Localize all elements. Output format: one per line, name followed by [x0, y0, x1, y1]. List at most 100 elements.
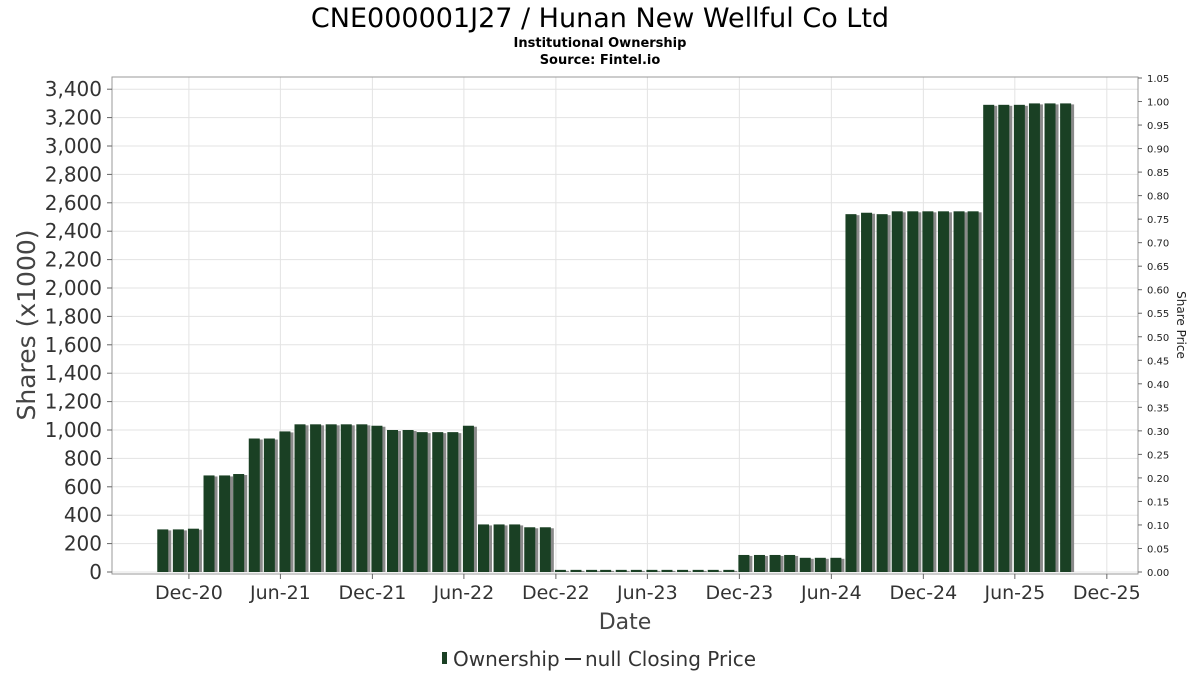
bar [600, 569, 612, 572]
x-tick-label: Dec-20 [155, 582, 223, 604]
bar [402, 430, 414, 572]
bar [1013, 104, 1025, 572]
grid-lines [112, 77, 1138, 574]
y-tick-label: 600 [64, 475, 102, 499]
y-tick-label: 1,600 [45, 333, 102, 357]
bar [371, 425, 383, 572]
y2-tick-label: 0.10 [1147, 521, 1169, 532]
bar [387, 430, 399, 572]
legend-swatch-ownership [442, 652, 447, 664]
bar [907, 211, 919, 572]
y2-axis-ticks: 0.00 0.05 0.10 0.15 0.20 0.25 0.30 0.35 0.40 0.45… [1138, 74, 1169, 579]
plot-area-border [111, 76, 1139, 575]
bar [937, 211, 949, 572]
bar [983, 104, 995, 572]
y2-tick-label: 0.45 [1147, 356, 1169, 367]
legend-label-price: null Closing Price [585, 647, 756, 671]
bar [477, 524, 489, 572]
y-tick-label: 200 [64, 532, 102, 556]
bar [325, 424, 337, 572]
bar [539, 527, 551, 572]
bar [310, 424, 322, 572]
bar [187, 528, 199, 572]
y2-tick-label: 0.15 [1147, 497, 1169, 508]
y2-tick-label: 0.70 [1147, 239, 1169, 250]
x-tick-label: Dec-24 [889, 582, 957, 604]
y-tick-label: 3,400 [45, 77, 102, 101]
y2-tick-label: 0.90 [1147, 145, 1169, 156]
y2-tick-label: 0.60 [1147, 286, 1169, 297]
bar [416, 432, 428, 572]
bar [630, 569, 642, 572]
bar [799, 557, 811, 572]
bar [784, 554, 796, 572]
bar [861, 212, 873, 573]
bar [967, 211, 979, 572]
y2-tick-label: 0.05 [1147, 544, 1169, 555]
chart-subtitle-ownership: Institutional Ownership [514, 36, 687, 51]
bar [1060, 103, 1072, 573]
bar [814, 557, 826, 572]
y-axis-label: Shares (x1000) [12, 229, 41, 420]
x-axis-ticks: Dec-20 Jun-21 Dec-21 Jun-22 Dec-22 Jun-23 Dec-… [155, 574, 1141, 604]
y-tick-label: 800 [64, 446, 102, 470]
legend: Ownership null Closing Price [442, 647, 756, 671]
bar [922, 211, 934, 572]
y2-tick-label: 0.80 [1147, 192, 1169, 203]
bar [998, 104, 1010, 572]
bar [263, 438, 275, 572]
x-tick-label: Jun-23 [616, 582, 678, 604]
y2-tick-label: 0.65 [1147, 262, 1169, 273]
y2-tick-label: 0.25 [1147, 450, 1169, 461]
bar [769, 554, 781, 572]
y2-tick-label: 0.00 [1147, 568, 1169, 579]
y2-tick-label: 1.00 [1147, 98, 1169, 109]
bar [570, 569, 582, 572]
x-tick-label: Jun-22 [433, 582, 495, 604]
y-tick-label: 2,600 [45, 191, 102, 215]
y2-tick-label: 0.35 [1147, 403, 1169, 414]
bar [707, 569, 719, 572]
x-tick-label: Dec-21 [338, 582, 406, 604]
bar-series-ownership [157, 103, 1075, 573]
x-tick-label: Jun-21 [249, 582, 311, 604]
bar [661, 569, 673, 572]
bar [891, 211, 903, 572]
y2-tick-label: 0.85 [1147, 168, 1169, 179]
y-tick-label: 3,200 [45, 106, 102, 130]
x-axis-label: Date [599, 610, 652, 635]
bar [462, 425, 474, 572]
y-tick-label: 1,800 [45, 304, 102, 328]
y2-axis-label: Share Price [1174, 291, 1188, 359]
legend-label-ownership: Ownership [453, 647, 560, 671]
bar [1044, 103, 1056, 573]
bar [493, 524, 505, 572]
y-tick-label: 0 [89, 560, 102, 584]
y2-tick-label: 0.20 [1147, 474, 1169, 485]
bar [157, 529, 169, 572]
bar [845, 214, 857, 572]
y2-tick-label: 1.05 [1147, 74, 1169, 85]
bar [554, 569, 566, 572]
bar [356, 424, 368, 572]
bar [953, 211, 965, 572]
bar [248, 438, 260, 572]
bar [1028, 103, 1040, 573]
bar [830, 557, 842, 572]
bar [294, 424, 306, 572]
bar [615, 569, 627, 572]
x-tick-label: Jun-24 [800, 582, 862, 604]
y2-tick-label: 0.75 [1147, 215, 1169, 226]
y-tick-label: 1,400 [45, 361, 102, 385]
bar [876, 214, 888, 572]
y2-tick-label: 0.30 [1147, 427, 1169, 438]
y2-tick-label: 0.95 [1147, 121, 1169, 132]
y-axis-ticks: 0 200 400 600 800 1,000 1,200 1,400 1,600 1,800 2,… [45, 77, 112, 584]
bar [219, 475, 231, 572]
x-tick-label: Jun-25 [983, 582, 1045, 604]
bar [692, 569, 704, 572]
y2-tick-label: 0.50 [1147, 333, 1169, 344]
y-tick-label: 2,200 [45, 248, 102, 272]
y-tick-label: 1,200 [45, 390, 102, 414]
bar [677, 569, 689, 572]
